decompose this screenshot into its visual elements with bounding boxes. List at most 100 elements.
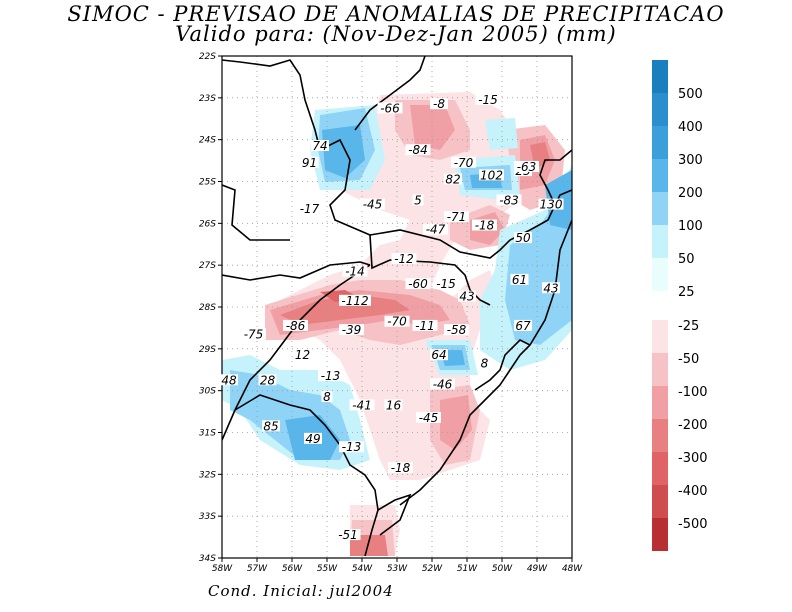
border-line	[222, 264, 371, 441]
border-line	[399, 219, 572, 506]
contour-label: -51	[338, 528, 358, 542]
contour-label: 12	[295, 348, 310, 362]
lat-tick-label: 28S	[199, 303, 216, 313]
contour-label-bg	[538, 198, 564, 210]
contour-label: -41	[352, 398, 372, 412]
contour-label: 8	[323, 390, 331, 404]
lat-tick-label: 34S	[199, 554, 216, 564]
contour-label-bg	[318, 370, 343, 382]
colorbar-label: 200	[678, 186, 703, 201]
colorbar: 500 400 300 200 100 50 25 -25 -50 -100 -200 -300 -40…	[652, 60, 708, 551]
contour-label: 82	[445, 173, 460, 187]
contour-label: 64	[431, 348, 446, 362]
contour-label: 28	[260, 373, 276, 387]
contour-label-layer: -66-8-15257491-84-70-6382102-17-455-8313…	[220, 93, 564, 542]
negative-anomaly-region	[350, 535, 388, 556]
contour-label-bg	[339, 324, 364, 336]
contour-label-bg	[412, 194, 424, 206]
contour-label: -60	[408, 277, 428, 291]
contour-label: -11	[415, 319, 435, 333]
border-line	[474, 339, 531, 391]
colorbar-swatch	[652, 353, 668, 386]
lat-tick-label: 30S	[199, 387, 216, 397]
colorbar-label: 500	[678, 87, 703, 102]
border-line	[539, 149, 572, 206]
colorbar-swatch	[652, 159, 668, 192]
colorbar-label: 50	[678, 252, 695, 267]
contour-label-bg	[496, 194, 522, 206]
contour-label-bg	[444, 211, 469, 223]
contour-label: -13	[321, 369, 341, 383]
contour-label-bg	[475, 94, 501, 106]
colorbar-swatch	[652, 225, 668, 258]
contour-label-bg	[514, 232, 532, 244]
lat-tick-label: 23S	[199, 94, 216, 104]
border-line	[222, 261, 371, 281]
contour-label-bg	[339, 441, 364, 453]
lat-tick-label: 25S	[199, 178, 216, 188]
contour-label: -47	[426, 223, 446, 237]
contour-label-bg	[384, 315, 410, 327]
coastline-borders	[222, 56, 572, 557]
lon-tick-label: 55W	[317, 564, 338, 574]
contour-label: 130	[540, 198, 563, 212]
lon-tick-label: 52W	[422, 564, 443, 574]
contour-label: -66	[380, 101, 400, 115]
contour-label-bg	[360, 198, 385, 210]
contour-label: -45	[419, 411, 439, 425]
contour-label-bg	[262, 420, 280, 432]
colorbar-swatch	[652, 485, 668, 518]
contour-label-bg	[412, 319, 438, 331]
contour-label: -45	[363, 198, 383, 212]
contour-label: 16	[386, 398, 402, 412]
colorbar-label: 100	[678, 219, 703, 234]
contour-label: 49	[305, 432, 320, 446]
contour-label-bg	[423, 223, 448, 235]
contour-label-bg	[444, 173, 462, 185]
contour-label: -84	[408, 143, 428, 157]
contour-label-bg	[304, 432, 322, 444]
contour-label: -58	[447, 323, 467, 337]
contour-label: -18	[475, 219, 495, 233]
contour-label-bg	[220, 374, 238, 386]
lon-tick-label: 54W	[352, 564, 373, 574]
contour-label: -86	[286, 319, 306, 333]
lat-tick-label: 32S	[199, 470, 216, 480]
lat-tick-label: 26S	[199, 219, 216, 229]
colorbar-label: -25	[678, 319, 699, 334]
contour-label-bg	[514, 319, 532, 331]
contour-label-bg	[283, 319, 308, 331]
colorbar-label: 400	[678, 120, 703, 135]
lon-tick-label: 49W	[527, 564, 548, 574]
colorbar-label: 25	[678, 285, 695, 300]
contour-label-bg	[451, 156, 476, 168]
colorbar-label: -300	[678, 451, 708, 466]
lon-tick-label: 57W	[247, 564, 268, 574]
contour-label-bg	[430, 98, 448, 110]
positive-anomaly-region	[322, 125, 365, 178]
colorbar-label: 300	[678, 153, 703, 168]
border-line	[354, 56, 426, 131]
border-line	[222, 59, 371, 236]
contour-label-bg	[377, 102, 403, 114]
border-line	[222, 184, 290, 241]
contour-label-bg	[297, 202, 322, 214]
contour-label-bg	[416, 411, 441, 423]
negative-anomaly-region	[410, 105, 455, 150]
contour-label: 48	[221, 373, 237, 387]
contour-label: 74	[312, 139, 327, 153]
lon-tick-label: 56W	[282, 564, 303, 574]
negative-anomaly-region	[440, 395, 472, 450]
contour-label: 61	[512, 273, 527, 287]
colorbar-swatch	[652, 452, 668, 485]
contour-label: -46	[433, 377, 453, 391]
contour-label: -83	[499, 193, 519, 207]
lat-tick-label: 29S	[199, 345, 216, 355]
contour-label: -14	[345, 265, 365, 279]
colorbar-swatch	[652, 386, 668, 419]
colorbar-label: -500	[678, 517, 708, 532]
contour-label-bg	[430, 349, 448, 361]
contour-label: -8	[433, 97, 445, 111]
map-title: SIMOC - PREVISAO DE ANOMALIAS DE PRECIPI…	[67, 2, 725, 26]
